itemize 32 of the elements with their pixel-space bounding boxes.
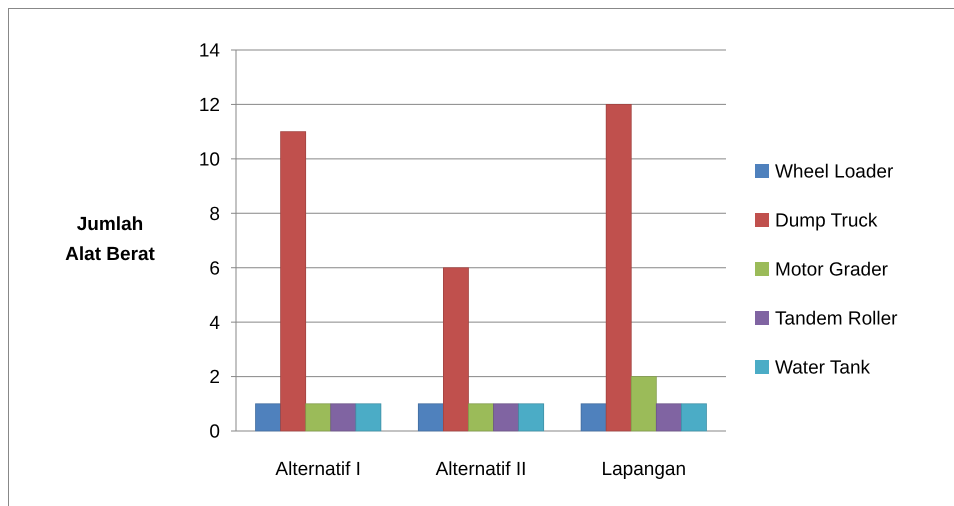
bar — [606, 104, 632, 432]
bar — [680, 403, 707, 432]
legend-label: Motor Grader — [775, 260, 889, 281]
legend-label: Dump Truck — [775, 210, 878, 232]
bar — [305, 403, 332, 432]
bar — [468, 403, 494, 432]
x-tick-label: Lapangan — [602, 459, 686, 480]
bar — [330, 403, 356, 432]
x-tick-label: Alternatif I — [275, 459, 361, 480]
y-tick-label: 12 — [198, 95, 220, 116]
y-axis-title: Jumlah Alat Berat — [65, 214, 156, 265]
y-tick-label: 14 — [198, 40, 220, 62]
x-tick-label: Alternatif II — [436, 459, 526, 480]
bar — [355, 403, 382, 432]
legend-label: Tandem Roller — [775, 308, 898, 330]
y-tick-label: 6 — [209, 258, 220, 280]
y-tick-label: 8 — [209, 204, 220, 225]
bar — [255, 403, 282, 432]
bar — [280, 131, 306, 432]
bar — [442, 267, 469, 432]
y-tick-label: 0 — [209, 422, 220, 443]
legend-label: Wheel Loader — [775, 162, 894, 183]
bar — [630, 376, 657, 432]
legend-label: Water Tank — [775, 358, 871, 379]
y-tick-label: 10 — [198, 150, 220, 171]
bar — [518, 403, 544, 432]
bar — [493, 403, 520, 432]
bar — [418, 403, 444, 432]
bar — [580, 403, 607, 432]
y-tick-label: 4 — [209, 312, 220, 334]
bar — [656, 403, 682, 432]
y-tick-label: 2 — [209, 367, 220, 388]
